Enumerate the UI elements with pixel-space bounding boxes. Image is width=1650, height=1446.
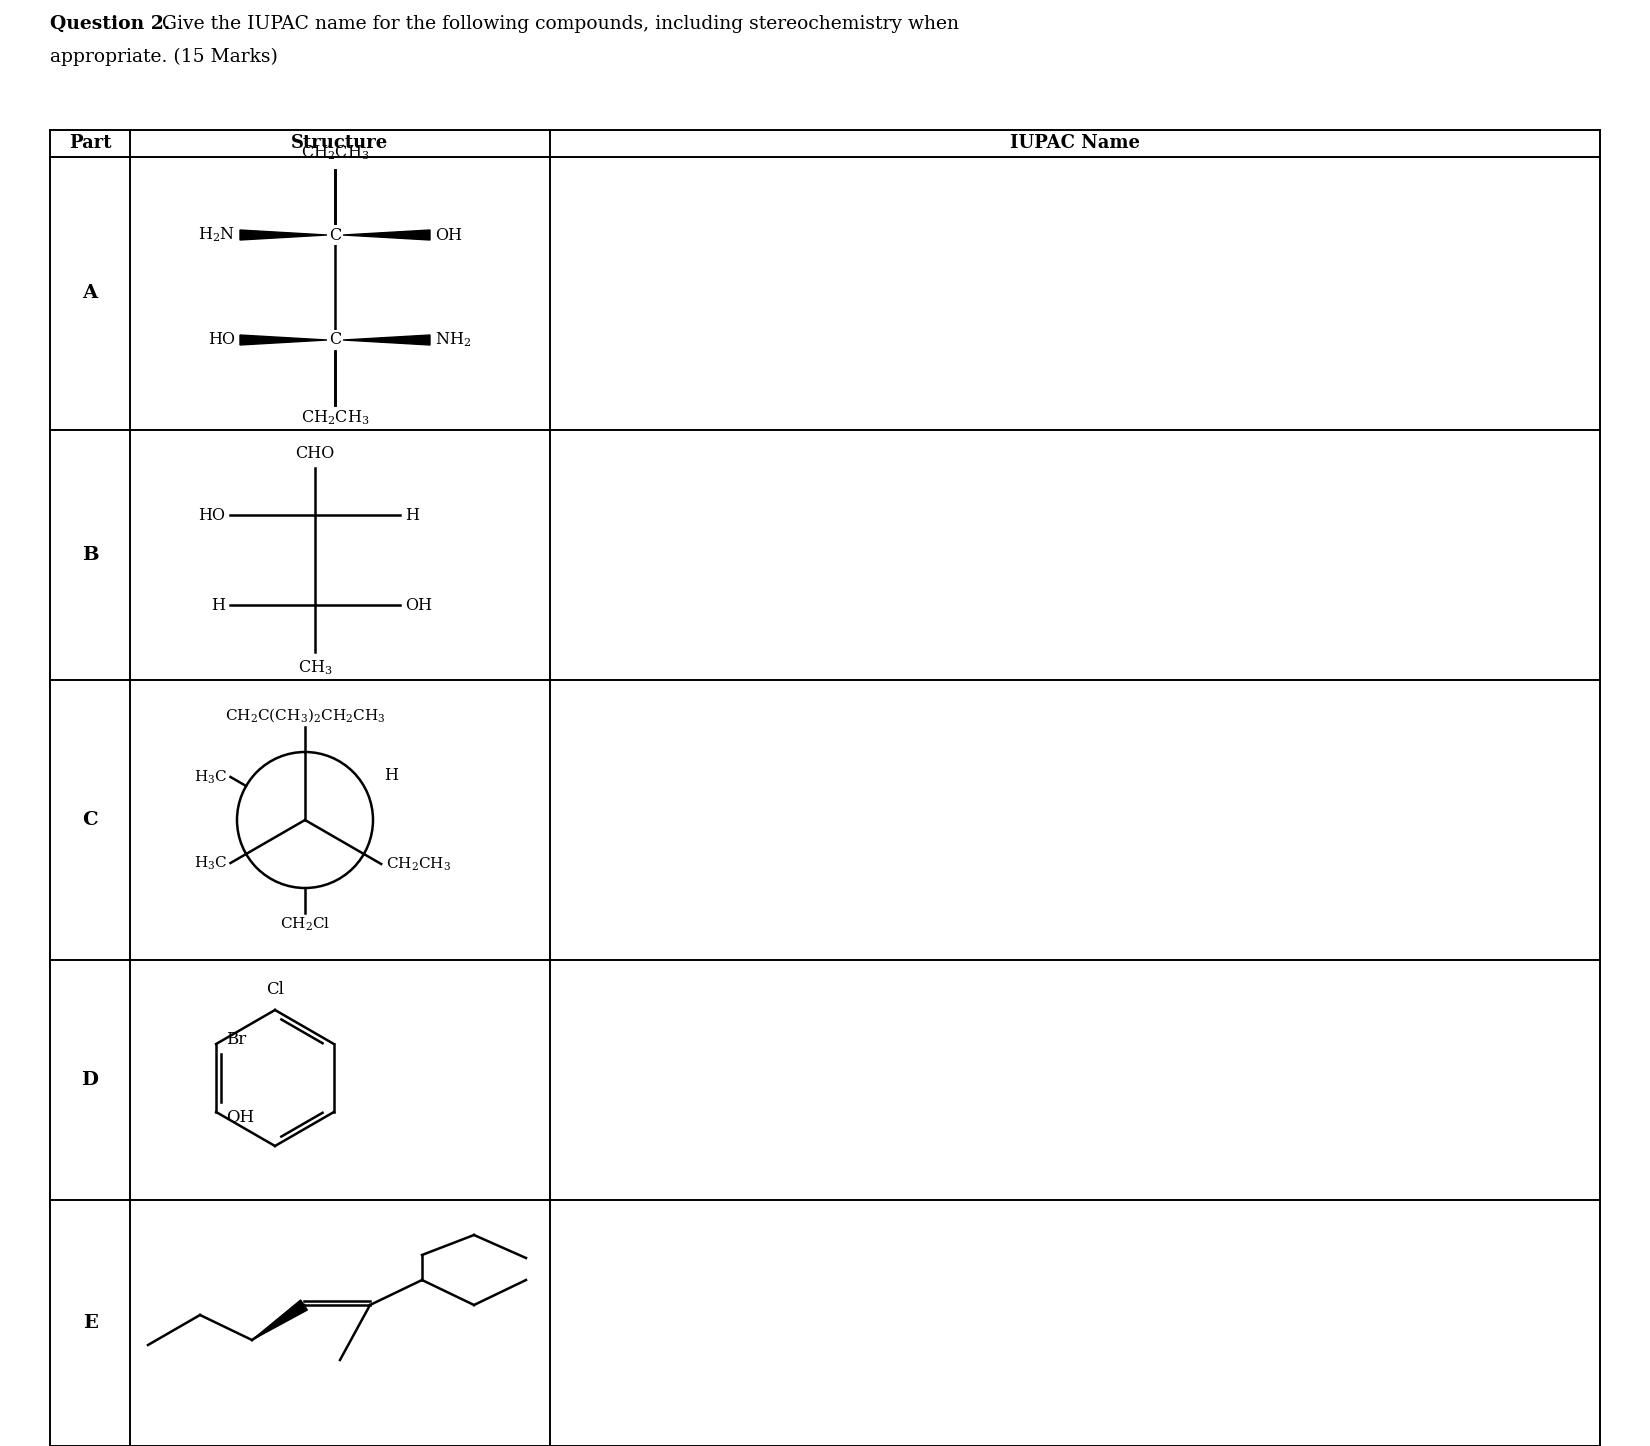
Text: Question 2.: Question 2. bbox=[50, 14, 170, 33]
Text: $\mathregular{CH_2CH_3}$: $\mathregular{CH_2CH_3}$ bbox=[386, 855, 452, 873]
Text: C: C bbox=[328, 331, 342, 348]
Text: appropriate. (15 Marks): appropriate. (15 Marks) bbox=[50, 48, 277, 67]
Text: Structure: Structure bbox=[292, 134, 389, 152]
Text: $\mathregular{CH_3}$: $\mathregular{CH_3}$ bbox=[297, 658, 332, 677]
Text: D: D bbox=[81, 1071, 99, 1089]
Polygon shape bbox=[239, 230, 327, 240]
Text: Give the IUPAC name for the following compounds, including stereochemistry when: Give the IUPAC name for the following co… bbox=[157, 14, 959, 33]
Text: H: H bbox=[384, 768, 398, 785]
Text: IUPAC Name: IUPAC Name bbox=[1010, 134, 1140, 152]
Text: Cl: Cl bbox=[266, 980, 284, 998]
Text: CHO: CHO bbox=[295, 445, 335, 463]
Text: B: B bbox=[82, 547, 99, 564]
Text: Br: Br bbox=[226, 1031, 246, 1047]
Polygon shape bbox=[343, 230, 431, 240]
Text: $\mathregular{CH_2CH_3}$: $\mathregular{CH_2CH_3}$ bbox=[300, 408, 370, 427]
Text: H: H bbox=[211, 597, 224, 613]
Text: OH: OH bbox=[436, 227, 462, 243]
Text: C: C bbox=[328, 227, 342, 243]
Text: $\mathregular{CH_2CH_3}$: $\mathregular{CH_2CH_3}$ bbox=[300, 143, 370, 162]
Text: Part: Part bbox=[69, 134, 111, 152]
Text: HO: HO bbox=[198, 506, 224, 523]
Text: OH: OH bbox=[226, 1109, 254, 1125]
Text: E: E bbox=[82, 1314, 97, 1332]
Polygon shape bbox=[252, 1300, 307, 1340]
Polygon shape bbox=[239, 335, 327, 346]
Text: OH: OH bbox=[404, 597, 432, 613]
Text: $\mathregular{H_2N}$: $\mathregular{H_2N}$ bbox=[198, 226, 234, 244]
Text: $\mathregular{CH_2Cl}$: $\mathregular{CH_2Cl}$ bbox=[280, 915, 330, 934]
Text: $\mathregular{H_3C}$: $\mathregular{H_3C}$ bbox=[195, 855, 228, 872]
Text: C: C bbox=[82, 811, 97, 829]
Text: $\mathregular{H_3C}$: $\mathregular{H_3C}$ bbox=[195, 768, 228, 785]
Text: $\mathregular{CH_2C(CH_3)_2CH_2CH_3}$: $\mathregular{CH_2C(CH_3)_2CH_2CH_3}$ bbox=[224, 706, 386, 724]
Text: A: A bbox=[82, 285, 97, 302]
Text: $\mathregular{NH_2}$: $\mathregular{NH_2}$ bbox=[436, 331, 472, 350]
Text: HO: HO bbox=[208, 331, 234, 348]
Text: H: H bbox=[404, 506, 419, 523]
Polygon shape bbox=[343, 335, 431, 346]
